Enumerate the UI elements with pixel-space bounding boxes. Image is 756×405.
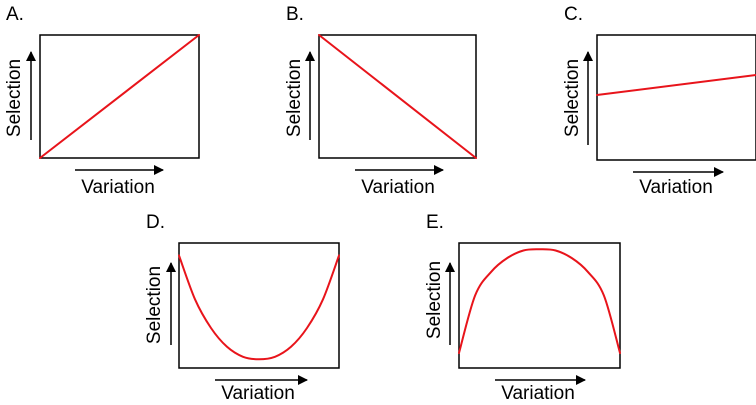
series-line-b (318, 34, 477, 159)
series-line-d (178, 254, 340, 361)
panel-letter-d: D. (146, 212, 165, 233)
panel-letter-c: C. (564, 4, 583, 25)
plot-frame-a (39, 34, 200, 159)
x-axis-label-c: Variation (639, 177, 713, 198)
panel-d: D. Selection Variation (144, 212, 340, 404)
x-axis-label-a: Variation (81, 177, 155, 198)
x-axis-label-d: Variation (221, 383, 295, 404)
plot-frame-c (596, 34, 756, 161)
y-axis-label-c: Selection (562, 59, 583, 137)
plot-frame-e (458, 242, 621, 369)
panel-a: A. Selection Variation (4, 4, 200, 198)
panel-b: B. Selection Variation (284, 4, 477, 198)
plot-frame-b (318, 34, 477, 159)
panel-c: C. Selection Variation (562, 4, 756, 198)
panel-letter-a: A. (6, 4, 24, 25)
series-line-a (39, 34, 200, 159)
y-axis-label-b: Selection (284, 59, 305, 137)
panel-letter-e: E. (426, 212, 444, 233)
panel-e: E. Selection Variation (424, 212, 621, 404)
x-axis-label-e: Variation (501, 383, 575, 404)
series-line-c (596, 74, 756, 96)
y-axis-label-a: Selection (4, 59, 25, 137)
plot-frame-d (178, 242, 340, 369)
series-line-e (458, 248, 621, 354)
y-axis-label-d: Selection (144, 266, 165, 344)
panels: A. Selection Variation B. Selection Variation… (4, 4, 756, 404)
x-axis-label-b: Variation (361, 177, 435, 198)
panel-letter-b: B. (286, 4, 304, 25)
y-axis-label-e: Selection (424, 261, 445, 339)
